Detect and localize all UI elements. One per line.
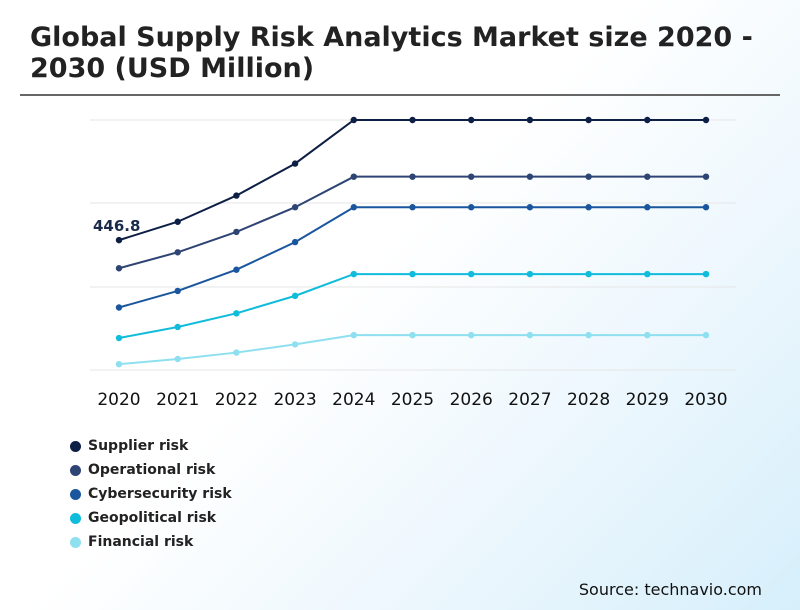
data-point-1-3 [291, 204, 299, 211]
legend-marker [70, 536, 81, 548]
data-point-4-10 [702, 331, 710, 339]
x-tick-label: 2020 [97, 390, 140, 410]
data-point-3-10 [702, 270, 710, 278]
legend-item: Geopolitical risk [70, 506, 232, 530]
data-point-2-4 [350, 204, 357, 211]
data-point-1-6 [468, 173, 475, 180]
data-point-3-4 [350, 270, 357, 278]
data-point-2-1 [174, 287, 181, 295]
data-point-1-2 [233, 228, 240, 236]
data-label-0: 446.8 [93, 217, 140, 235]
data-point-4-5 [409, 331, 416, 339]
chart-title: Global Supply Risk Analytics Market size… [30, 22, 753, 84]
data-point-0-3 [291, 160, 299, 167]
data-point-2-3 [291, 238, 299, 246]
data-point-1-9 [644, 173, 651, 180]
data-point-1-0 [115, 265, 123, 272]
data-point-2-2 [233, 266, 240, 273]
legend-label: Supplier risk [88, 438, 189, 454]
line-chart: 446.8 2020 2021 2022 2023 2024 2025 2026 2027 202… [90, 116, 736, 410]
data-point-3-3 [291, 292, 299, 300]
x-tick-label: 2023 [273, 390, 316, 410]
data-point-2-10 [702, 204, 710, 211]
data-point-2-9 [644, 204, 651, 211]
legend-marker [70, 464, 81, 476]
data-point-3-2 [233, 310, 240, 317]
x-tick-label: 2025 [391, 390, 434, 410]
data-point-4-4 [350, 331, 357, 339]
x-tick-label: 2026 [450, 390, 493, 410]
data-point-0-10 [702, 116, 710, 124]
data-point-3-5 [409, 270, 416, 278]
data-point-3-7 [526, 270, 534, 278]
data-point-4-8 [585, 331, 592, 339]
data-point-4-7 [526, 331, 534, 339]
x-tick-label: 2027 [508, 390, 551, 410]
data-point-4-3 [291, 341, 299, 348]
series-line-0 [118, 119, 706, 242]
data-point-0-5 [409, 116, 416, 124]
x-tick-label: 2029 [626, 390, 669, 410]
data-point-4-9 [644, 331, 651, 339]
series-line-2 [118, 206, 706, 309]
legend-marker [70, 440, 81, 452]
data-point-3-8 [585, 270, 592, 278]
legend-label: Operational risk [88, 462, 216, 478]
data-point-0-7 [526, 116, 534, 124]
data-point-0-1 [174, 218, 181, 225]
data-point-0-6 [468, 116, 475, 124]
x-tick-label: 2021 [156, 390, 199, 410]
data-point-4-6 [468, 331, 475, 339]
data-point-4-1 [174, 355, 181, 363]
source-credit: Source: technavio.com [578, 580, 762, 599]
series-line-4 [118, 334, 706, 366]
data-point-0-4 [350, 116, 357, 124]
x-tick-label: 2028 [567, 390, 610, 410]
legend-label: Cybersecurity risk [88, 486, 232, 502]
data-point-3-9 [644, 270, 651, 278]
data-point-1-8 [585, 173, 592, 180]
data-point-1-1 [174, 249, 181, 256]
data-point-1-4 [350, 173, 357, 180]
data-point-2-8 [585, 204, 592, 211]
series-line-1 [118, 175, 706, 270]
data-point-1-7 [526, 173, 534, 180]
data-point-2-7 [526, 204, 534, 211]
data-point-3-0 [115, 334, 123, 342]
x-tick-label: 2022 [215, 390, 258, 410]
data-point-2-5 [409, 204, 416, 211]
data-point-2-0 [115, 304, 123, 311]
data-point-0-2 [233, 192, 240, 199]
x-tick-label: 2030 [684, 390, 727, 410]
legend-item: Financial risk [70, 530, 232, 554]
data-point-0-0 [115, 236, 123, 244]
legend-marker [70, 512, 81, 524]
data-point-4-2 [233, 349, 240, 356]
title-divider [20, 94, 780, 96]
legend-item: Operational risk [70, 458, 232, 482]
legend-marker [70, 488, 81, 500]
data-point-3-6 [468, 270, 475, 278]
chart-legend: Supplier risk Operational risk Cybersecuri… [70, 434, 232, 554]
legend-label: Financial risk [88, 534, 194, 550]
data-point-0-9 [644, 116, 651, 124]
series-line-3 [118, 273, 706, 340]
data-point-0-8 [585, 116, 592, 124]
data-point-1-5 [409, 173, 416, 180]
legend-item: Cybersecurity risk [70, 482, 232, 506]
data-point-4-0 [115, 360, 123, 368]
legend-item: Supplier risk [70, 434, 232, 458]
data-point-1-10 [702, 173, 710, 180]
data-point-2-6 [468, 204, 475, 211]
data-point-3-1 [174, 323, 181, 331]
legend-label: Geopolitical risk [88, 510, 217, 526]
x-tick-label: 2024 [332, 390, 375, 410]
